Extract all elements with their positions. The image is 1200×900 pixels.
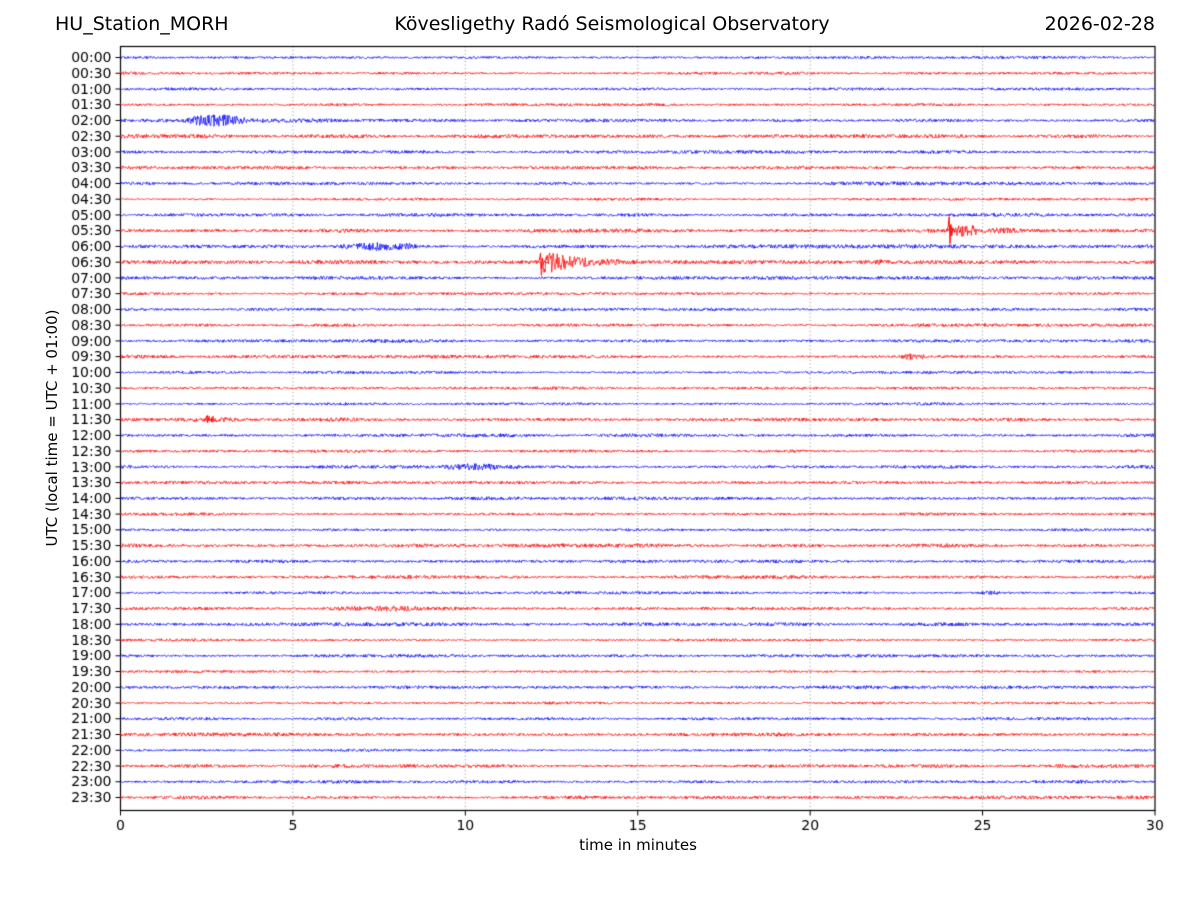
- station-title: HU_Station_MORH: [55, 13, 229, 35]
- date-title: 2026-02-28: [1044, 13, 1155, 35]
- observatory-title: Kövesligethy Radó Seismological Observat…: [394, 13, 830, 35]
- x-axis-title: time in minutes: [579, 836, 697, 854]
- y-axis-title: UTC (local time = UTC + 01:00): [43, 309, 61, 547]
